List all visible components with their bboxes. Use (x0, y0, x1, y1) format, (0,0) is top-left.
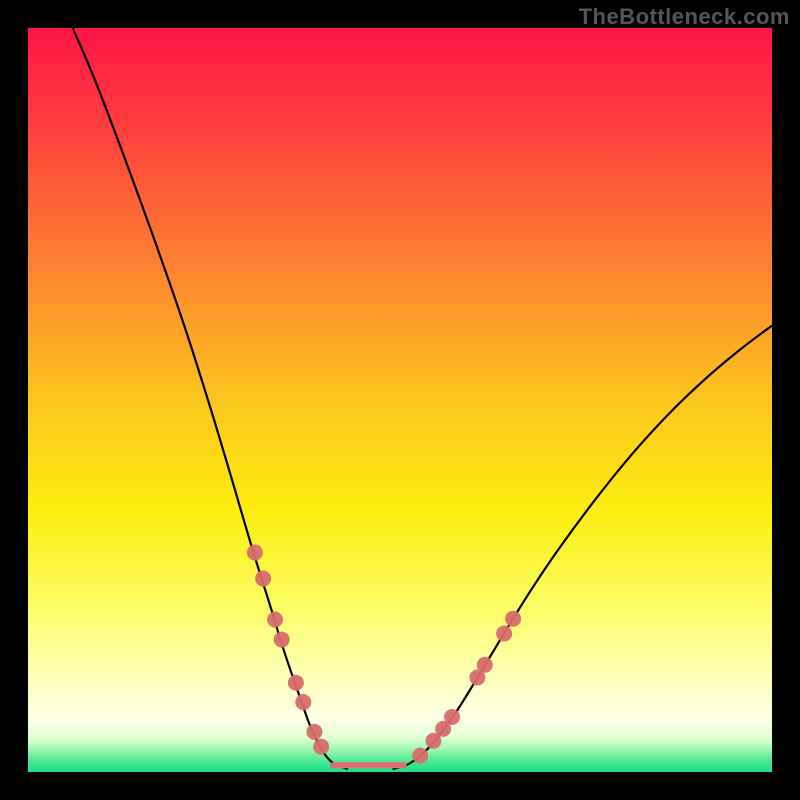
marker-right (412, 748, 428, 764)
plot-area (28, 28, 772, 772)
watermark: TheBottleneck.com (579, 4, 790, 30)
marker-left (247, 545, 263, 561)
chart-svg (28, 28, 772, 772)
marker-left (306, 724, 322, 740)
chart-frame: TheBottleneck.com (0, 0, 800, 800)
marker-right (505, 611, 521, 627)
marker-left (255, 571, 271, 587)
watermark-text: TheBottleneck.com (579, 4, 790, 29)
marker-right (444, 709, 460, 725)
gradient-background (28, 28, 772, 772)
marker-left (267, 611, 283, 627)
marker-right (496, 626, 512, 642)
marker-right (477, 657, 493, 673)
marker-left (288, 675, 304, 691)
marker-left (313, 739, 329, 755)
marker-left (274, 632, 290, 648)
marker-left (295, 694, 311, 710)
